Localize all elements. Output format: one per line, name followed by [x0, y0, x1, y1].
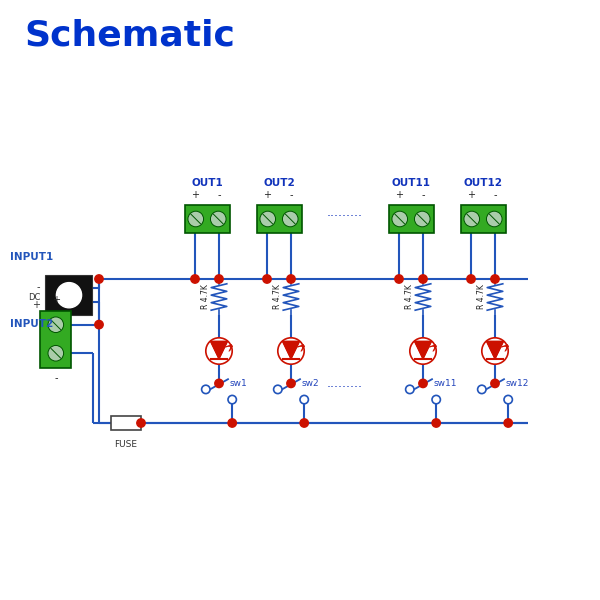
Circle shape — [392, 211, 407, 227]
Circle shape — [274, 385, 282, 394]
Circle shape — [56, 283, 82, 308]
Circle shape — [504, 419, 512, 427]
Text: sw2: sw2 — [302, 379, 319, 388]
Text: OUT12: OUT12 — [464, 178, 503, 188]
Text: +: + — [52, 295, 60, 305]
Text: sw12: sw12 — [506, 379, 529, 388]
Text: +: + — [191, 190, 199, 200]
Text: -: - — [421, 190, 425, 200]
Text: INPUT2: INPUT2 — [10, 319, 53, 329]
Text: OUT2: OUT2 — [263, 178, 295, 188]
Circle shape — [419, 379, 427, 388]
Circle shape — [287, 275, 295, 283]
Text: +: + — [467, 190, 475, 200]
Circle shape — [263, 275, 271, 283]
Circle shape — [287, 379, 295, 388]
Text: -: - — [493, 190, 497, 200]
Text: .........: ......... — [327, 377, 363, 390]
Circle shape — [487, 211, 502, 227]
Circle shape — [95, 320, 103, 329]
Polygon shape — [283, 341, 299, 359]
Text: -: - — [54, 373, 58, 383]
Bar — [111, 416, 141, 430]
Circle shape — [215, 379, 223, 388]
Text: sw1: sw1 — [230, 379, 248, 388]
Text: R 4.7K: R 4.7K — [406, 284, 415, 310]
Bar — [45, 275, 92, 315]
Circle shape — [300, 419, 308, 427]
Circle shape — [202, 385, 210, 394]
Bar — [40, 311, 71, 367]
Circle shape — [228, 395, 236, 404]
Circle shape — [491, 379, 499, 388]
Circle shape — [464, 211, 479, 227]
Bar — [185, 205, 229, 233]
Text: R 4.7K: R 4.7K — [274, 284, 283, 310]
Circle shape — [300, 395, 308, 404]
Circle shape — [410, 338, 436, 364]
Text: R 4.7K: R 4.7K — [202, 284, 210, 310]
Circle shape — [137, 419, 145, 427]
Circle shape — [419, 275, 427, 283]
Text: -: - — [37, 283, 40, 292]
Circle shape — [48, 346, 64, 361]
Bar — [461, 205, 505, 233]
Circle shape — [228, 419, 236, 427]
Circle shape — [211, 211, 226, 227]
Circle shape — [491, 275, 499, 283]
Polygon shape — [415, 341, 431, 359]
Circle shape — [482, 338, 508, 364]
Text: sw11: sw11 — [434, 379, 457, 388]
Text: -: - — [289, 190, 293, 200]
Circle shape — [48, 317, 64, 332]
Text: DC: DC — [28, 292, 40, 301]
Circle shape — [278, 338, 304, 364]
Circle shape — [432, 395, 440, 404]
Circle shape — [191, 275, 199, 283]
Text: +: + — [32, 301, 40, 310]
Circle shape — [504, 395, 512, 404]
Text: Schematic: Schematic — [24, 18, 235, 52]
Text: +: + — [263, 190, 271, 200]
Circle shape — [467, 275, 475, 283]
Polygon shape — [211, 341, 227, 359]
Circle shape — [260, 211, 275, 227]
Circle shape — [283, 211, 298, 227]
Text: .........: ......... — [327, 206, 363, 220]
Circle shape — [406, 385, 414, 394]
Text: +: + — [395, 190, 403, 200]
Circle shape — [395, 275, 403, 283]
Text: -: - — [217, 190, 221, 200]
Text: R 4.7K: R 4.7K — [478, 284, 487, 310]
Polygon shape — [487, 341, 503, 359]
Circle shape — [215, 275, 223, 283]
Circle shape — [95, 275, 103, 283]
Text: OUT11: OUT11 — [392, 178, 431, 188]
Bar — [257, 205, 302, 233]
Circle shape — [432, 419, 440, 427]
Circle shape — [188, 211, 203, 227]
Circle shape — [478, 385, 486, 394]
Text: INPUT1: INPUT1 — [10, 252, 53, 262]
Text: FUSE: FUSE — [115, 440, 137, 449]
Circle shape — [415, 211, 430, 227]
Bar — [389, 205, 433, 233]
Text: OUT1: OUT1 — [191, 178, 223, 188]
Circle shape — [206, 338, 232, 364]
